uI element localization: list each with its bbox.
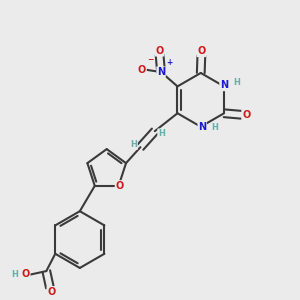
Text: O: O (22, 269, 30, 279)
Text: H: H (130, 140, 137, 149)
Text: O: O (138, 65, 146, 75)
Text: O: O (47, 287, 56, 297)
Text: −: − (147, 55, 154, 64)
Text: O: O (242, 110, 250, 120)
Text: H: H (158, 129, 165, 138)
Text: N: N (220, 80, 228, 91)
Text: O: O (116, 181, 124, 191)
Text: H: H (11, 270, 18, 279)
Text: +: + (166, 58, 172, 67)
Text: H: H (211, 123, 218, 132)
Text: N: N (157, 67, 165, 77)
Text: H: H (233, 78, 240, 87)
Text: N: N (198, 122, 206, 132)
Text: O: O (155, 46, 164, 56)
Text: O: O (197, 46, 206, 56)
